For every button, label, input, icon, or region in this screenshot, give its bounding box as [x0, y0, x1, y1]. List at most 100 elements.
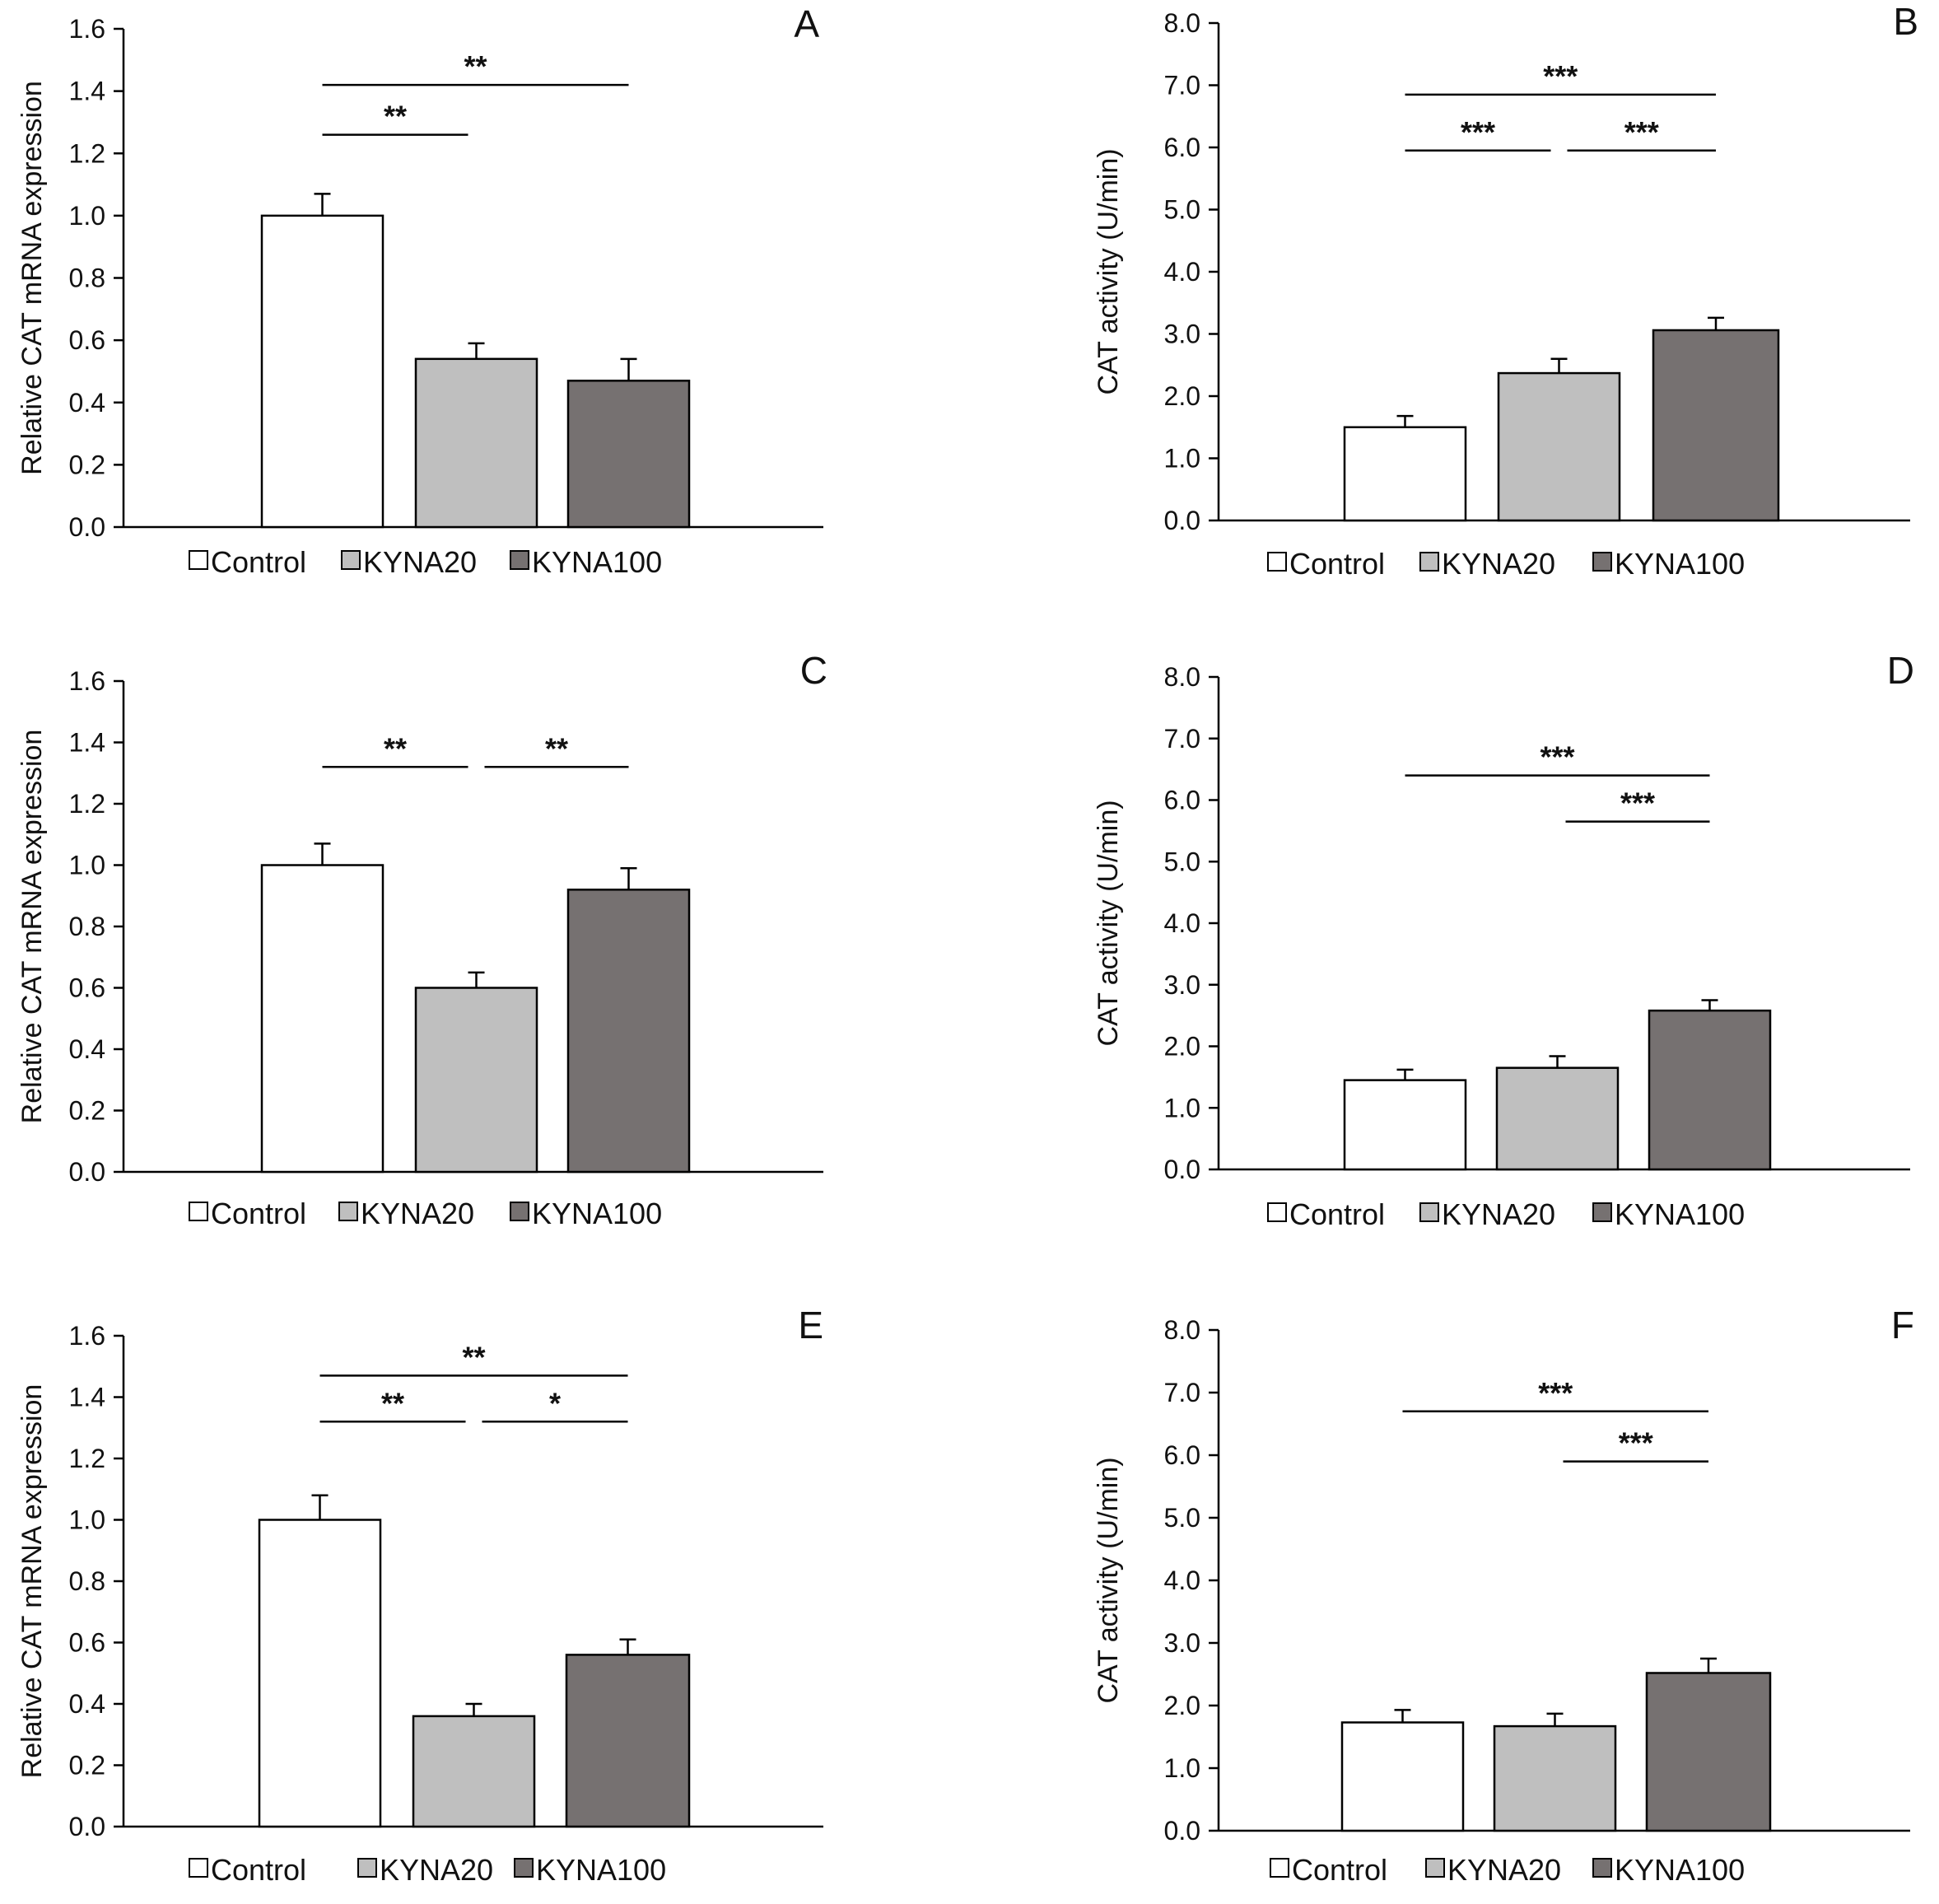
significance-label: ***: [1538, 1376, 1573, 1410]
y-tick-label: 0.2: [69, 1751, 105, 1780]
significance-label: **: [381, 1386, 404, 1420]
y-tick-label: 3.0: [1164, 320, 1200, 349]
y-tick-label: 1.2: [69, 138, 105, 168]
legend-swatch: [1592, 1858, 1612, 1878]
bar-kyna20: [414, 987, 538, 1174]
bar-control: [1343, 426, 1467, 522]
significance-label: **: [545, 731, 568, 765]
legend-swatch: [189, 1202, 208, 1221]
bar-control: [1340, 1721, 1465, 1832]
significance-label: *: [549, 1386, 561, 1420]
y-tick-label: 2.0: [1164, 381, 1200, 411]
y-axis-title: CAT activity (U/min): [1093, 148, 1124, 394]
y-tick-label: 4.0: [1164, 257, 1200, 287]
y-tick-label: 0.8: [69, 912, 105, 941]
legend-label: KYNA100: [532, 545, 662, 579]
y-tick-label: 1.0: [69, 1505, 105, 1535]
bar-kyna20: [412, 1715, 536, 1828]
legend-label: KYNA20: [380, 1853, 493, 1887]
legend-swatch: [510, 550, 529, 570]
panel-letter: E: [798, 1304, 823, 1346]
y-tick-label: 7.0: [1164, 1378, 1200, 1407]
y-tick-label: 0.4: [69, 1034, 105, 1064]
y-tick-label: 0.0: [1164, 1816, 1200, 1846]
y-tick-label: 8.0: [1164, 662, 1200, 692]
bar-kyna100: [1652, 329, 1780, 522]
legend-label: Control: [211, 1853, 306, 1887]
legend-swatch: [189, 550, 208, 570]
panel-c: 0.0 0.2 0.4 0.6 0.8 1.0 1.2 1.4 1.6 Relative CAT …: [16, 649, 827, 1230]
y-tick-label: 7.0: [1164, 724, 1200, 754]
bar-kyna100: [566, 889, 691, 1174]
panel-b: 0.0 1.0 2.0 3.0 4.0 5.0 6.0 7.0 8.0 CAT activity …: [1093, 0, 1918, 581]
legend-swatch: [510, 1202, 529, 1221]
panel-f: 0.0 1.0 2.0 3.0 4.0 5.0 6.0 7.0 8.0 CAT activity …: [1093, 1304, 1914, 1887]
significance-label: ***: [1624, 115, 1659, 149]
legend-label: KYNA100: [1615, 1853, 1745, 1887]
panel-letter: C: [800, 649, 827, 692]
legend-label: KYNA100: [1615, 547, 1745, 581]
y-tick-label: 5.0: [1164, 1503, 1200, 1533]
legend-label: Control: [1292, 1853, 1387, 1887]
y-tick-label: 1.6: [69, 14, 105, 44]
panel-letter: A: [794, 2, 819, 45]
y-axis-title: Relative CAT mRNA expression: [16, 81, 48, 475]
y-tick-label: 3.0: [1164, 1628, 1200, 1658]
y-tick-label: 6.0: [1164, 133, 1200, 162]
panel-e: 0.0 0.2 0.4 0.6 0.8 1.0 1.2 1.4 1.6 Relative CAT …: [16, 1304, 823, 1887]
legend-swatch: [1592, 552, 1612, 572]
legend-label: KYNA100: [532, 1197, 662, 1230]
legend-swatch: [1592, 1202, 1612, 1222]
y-tick-label: 0.8: [69, 264, 105, 293]
y-tick-label: 1.0: [1164, 444, 1200, 474]
y-tick-label: 0.0: [69, 1157, 105, 1187]
significance-label: ***: [1619, 1426, 1653, 1460]
y-tick-label: 0.0: [1164, 506, 1200, 535]
y-axis-title: Relative CAT mRNA expression: [16, 1384, 48, 1779]
y-tick-label: 2.0: [1164, 1032, 1200, 1062]
y-tick-label: 1.4: [69, 1383, 105, 1412]
legend-swatch: [1425, 1858, 1445, 1878]
panel-letter: F: [1891, 1304, 1914, 1346]
y-axis-title: CAT activity (U/min): [1093, 800, 1124, 1046]
legend-swatch: [514, 1858, 534, 1878]
y-tick-label: 4.0: [1164, 908, 1200, 938]
y-tick-label: 0.0: [1164, 1155, 1200, 1184]
y-tick-label: 8.0: [1164, 1315, 1200, 1345]
significance-label: ***: [1620, 786, 1655, 820]
y-tick-label: 0.2: [69, 1096, 105, 1126]
significance-label: ***: [1461, 115, 1495, 149]
bar-kyna20: [1497, 371, 1621, 522]
bar-control: [1343, 1079, 1467, 1171]
y-tick-label: 5.0: [1164, 195, 1200, 225]
bar-control: [260, 864, 385, 1174]
significance-label: ***: [1543, 59, 1578, 93]
legend-label: KYNA20: [1442, 547, 1555, 581]
legend-swatch: [189, 1858, 208, 1878]
y-tick-label: 5.0: [1164, 847, 1200, 876]
y-tick-label: 1.6: [69, 1321, 105, 1351]
y-axis-title: Relative CAT mRNA expression: [16, 730, 48, 1124]
significance-label: **: [384, 731, 407, 765]
bar-control: [260, 214, 385, 529]
bar-kyna20: [1493, 1724, 1617, 1832]
legend-swatch: [357, 1858, 377, 1878]
legend-label: KYNA100: [536, 1853, 666, 1887]
legend-swatch: [1267, 552, 1287, 572]
y-tick-label: 1.0: [69, 851, 105, 880]
legend-swatch: [1419, 1202, 1439, 1222]
legend-swatch: [338, 1202, 358, 1221]
significance-label: ***: [1540, 740, 1574, 774]
panel-letter: B: [1893, 0, 1918, 43]
panel-d: 0.0 1.0 2.0 3.0 4.0 5.0 6.0 7.0 8.0 CAT activity …: [1093, 649, 1914, 1231]
legend-label: KYNA100: [1615, 1197, 1745, 1231]
y-tick-label: 3.0: [1164, 970, 1200, 1000]
bar-kyna100: [1645, 1672, 1772, 1832]
legend-swatch: [1419, 552, 1439, 572]
legend-label: Control: [1289, 547, 1385, 581]
y-tick-label: 7.0: [1164, 71, 1200, 100]
bar-kyna100: [566, 380, 691, 529]
legend-label: Control: [1289, 1197, 1385, 1231]
y-tick-label: 2.0: [1164, 1691, 1200, 1720]
